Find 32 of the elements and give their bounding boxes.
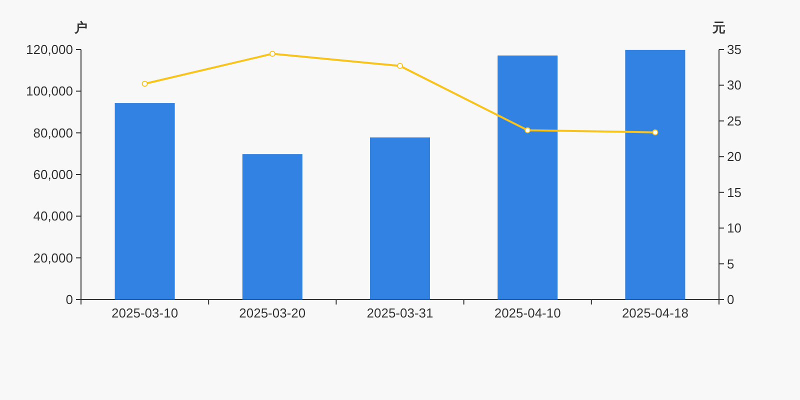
y-tick-label: 60,000 [33,167,73,182]
y2-tick-label: 15 [727,184,742,200]
x-tick-label: 2025-04-18 [622,306,688,320]
y2-axis-title: 元 [712,20,726,35]
y2-tick-label: 30 [727,78,742,93]
point [652,129,658,136]
y-tick-label: 40,000 [33,208,73,224]
y-tick-label: 100,000 [26,84,73,99]
y-tick-label: 80,000 [33,125,73,140]
bar [114,103,175,300]
bar [625,50,686,300]
y2-tick-label: 20 [727,149,742,164]
bar [370,137,430,300]
y-tick-label: 20,000 [33,250,73,266]
y2-tick-label: 35 [727,42,742,57]
y-tick-label: 0 [66,292,73,307]
y-axis-title: 户 [74,20,88,35]
x-tick-label: 2025-03-31 [366,306,434,320]
x-tick-label: 2025-03-20 [239,306,306,320]
bar [242,154,302,300]
y2-tick-label: 10 [727,220,742,236]
x-tick-label: 2025-03-10 [112,306,178,320]
point [269,50,276,57]
point [524,127,531,134]
x-tick-label: 2025-04-10 [494,306,561,320]
y2-tick-label: 5 [727,256,734,272]
point [142,80,148,87]
point [397,62,403,69]
y2-tick-label: 25 [727,113,742,128]
bar [498,56,558,300]
y2-tick-label: 0 [727,292,734,307]
y-tick-label: 120,000 [26,42,73,57]
